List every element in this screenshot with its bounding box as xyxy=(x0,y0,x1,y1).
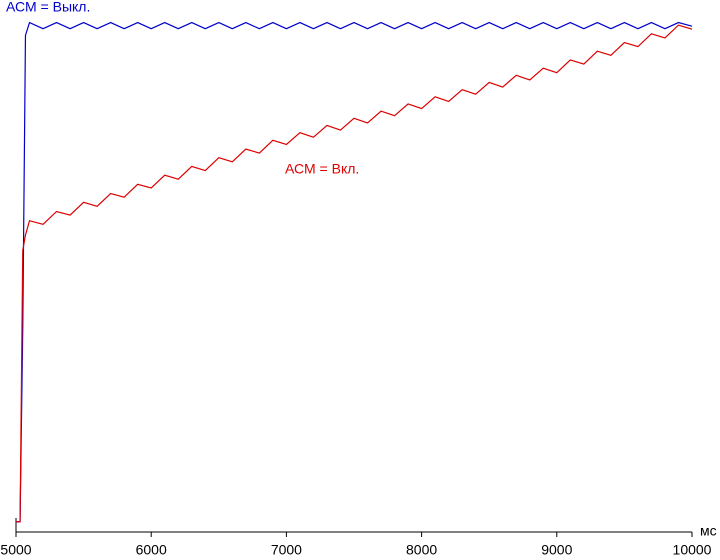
x-tick-label: 7000 xyxy=(271,542,302,558)
x-tick-label: 5000 xyxy=(0,542,31,558)
series-line xyxy=(16,24,693,523)
x-axis-label: мс xyxy=(700,523,717,539)
x-tick-label: 10000 xyxy=(673,542,712,558)
x-tick-label: 9000 xyxy=(541,542,572,558)
series-label: АСМ = Выкл. xyxy=(6,0,90,15)
series-label: АСМ = Вкл. xyxy=(285,161,359,177)
x-tick-label: 8000 xyxy=(406,542,437,558)
series-line xyxy=(16,21,693,523)
x-tick-label: 6000 xyxy=(136,542,167,558)
